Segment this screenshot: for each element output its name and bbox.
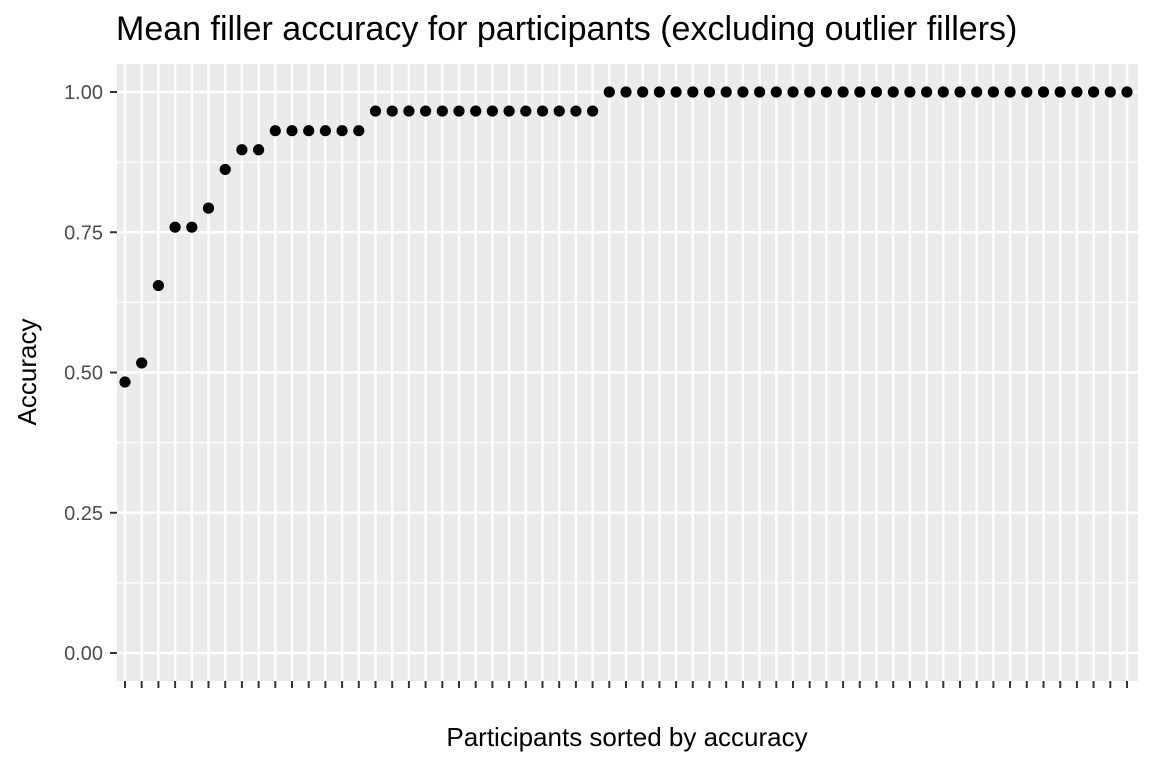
data-point [553, 105, 565, 117]
data-point [587, 105, 599, 117]
data-point [921, 86, 933, 98]
data-point [687, 86, 699, 98]
data-point [854, 86, 866, 98]
data-point [954, 86, 966, 98]
y-tick-label: 0.50 [64, 363, 103, 385]
data-point [536, 105, 549, 117]
data-point [1071, 86, 1083, 98]
y-tick-label: 0.25 [64, 503, 103, 525]
data-point [420, 105, 432, 117]
data-point [453, 105, 465, 117]
data-point [787, 86, 799, 98]
data-point [486, 105, 498, 117]
data-point [1004, 86, 1016, 98]
data-point [620, 86, 632, 98]
data-point [937, 86, 949, 98]
data-point [804, 86, 816, 98]
data-point [1037, 86, 1050, 98]
data-point [503, 105, 515, 117]
y-tick-label: 1.00 [64, 82, 103, 104]
grid-major [117, 64, 1138, 681]
data-point [219, 163, 231, 176]
data-point [720, 86, 732, 98]
data-points [119, 86, 1133, 388]
data-point [353, 125, 365, 137]
data-point [319, 125, 331, 137]
data-point [987, 86, 1000, 98]
y-tick-label: 0.75 [64, 222, 103, 244]
data-point [1054, 86, 1066, 98]
data-point [870, 86, 883, 98]
data-point [1121, 86, 1133, 98]
data-point [403, 105, 415, 117]
data-point [770, 86, 782, 98]
data-point [670, 86, 682, 98]
data-point [653, 86, 666, 98]
chart-title: Mean filler accuracy for participants (e… [116, 10, 1017, 48]
data-point [253, 144, 265, 156]
data-point [887, 86, 899, 98]
data-point [236, 144, 248, 156]
data-point [470, 105, 482, 117]
y-tick-label: 0.00 [64, 643, 103, 665]
data-point [436, 105, 448, 117]
data-point [186, 221, 198, 233]
grid-minor [117, 161, 1138, 584]
data-point [286, 125, 298, 137]
data-point [386, 105, 398, 117]
data-point [369, 105, 382, 117]
data-point [520, 105, 532, 117]
data-point [570, 105, 582, 117]
data-point [269, 125, 281, 137]
data-point [837, 86, 849, 98]
data-point [152, 279, 164, 292]
data-point [136, 357, 148, 369]
data-point [820, 86, 833, 98]
data-point [637, 86, 649, 98]
data-point [1088, 86, 1100, 98]
data-point [754, 86, 766, 98]
data-point [703, 86, 716, 98]
data-point [904, 86, 916, 98]
data-point [1104, 86, 1116, 98]
y-axis: 0.00 0.25 0.50 0.75 1.00 [64, 82, 117, 665]
data-point [119, 376, 131, 388]
data-point [737, 86, 749, 98]
x-axis-title: Participants sorted by accuracy [446, 722, 807, 752]
y-axis-title: Accuracy [12, 319, 42, 426]
data-point [603, 86, 615, 98]
data-point [971, 86, 983, 98]
data-point [336, 125, 348, 137]
x-axis [124, 681, 1128, 688]
data-point [1021, 86, 1033, 98]
data-point [202, 202, 215, 214]
data-point [169, 221, 181, 233]
data-point [303, 125, 315, 137]
